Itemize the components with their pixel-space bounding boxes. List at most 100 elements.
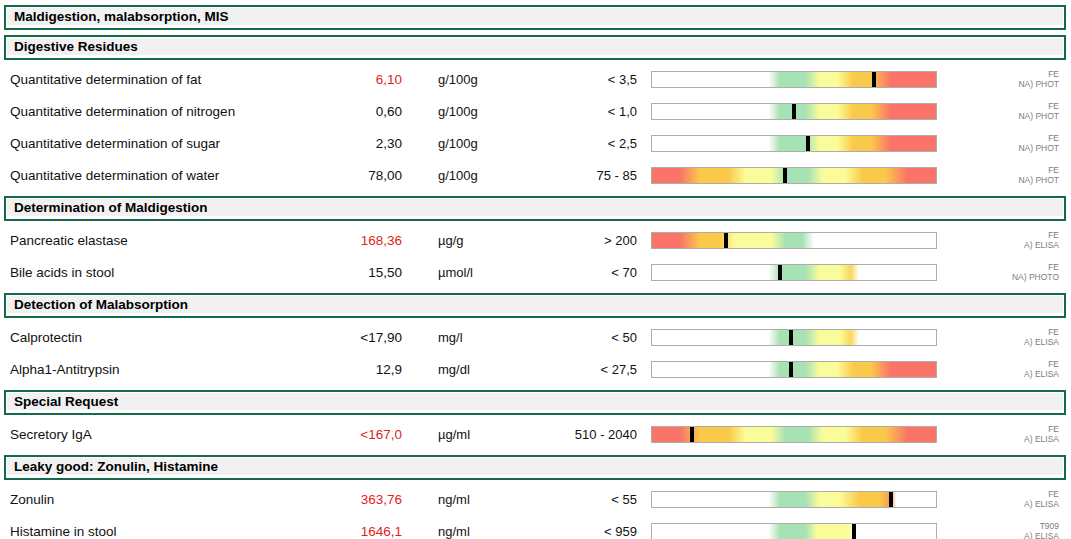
reference-range-bar [651, 329, 937, 346]
section-header-label: Digestive Residues [7, 38, 1063, 55]
method-label: FEA) ELISA [937, 230, 1071, 250]
method-line1: FE [937, 262, 1059, 272]
method-line1: FE [937, 69, 1059, 79]
section-rows: Quantitative determination of fat 6,10 g… [0, 63, 1071, 191]
lab-report-page: Maldigestion, malabsorption, MIS Digesti… [0, 0, 1071, 539]
method-line2: NA) PHOT [937, 143, 1059, 153]
result-unit: µmol/l [438, 265, 522, 280]
method-line2: A) ELISA [937, 499, 1059, 509]
section-header-label: Detection of Malabsorption [7, 296, 1063, 313]
result-row: Quantitative determination of water 78,0… [0, 159, 1071, 191]
result-marker [783, 168, 787, 183]
reference-range-bar [651, 426, 937, 443]
method-line2: NA) PHOT [937, 79, 1059, 89]
section-header-box: Leaky good: Zonulin, Histamine [4, 455, 1066, 480]
result-unit: ng/ml [438, 524, 522, 539]
result-row: Zonulin 363,76 ng/ml < 55 FEA) ELISA [0, 483, 1071, 515]
result-value: 2,30 [340, 136, 402, 151]
section-header-box: Determination of Maldigestion [4, 196, 1066, 221]
reference-range-bar [651, 135, 937, 152]
section-rows: Pancreatic elastase 168,36 µg/g > 200 FE… [0, 224, 1071, 288]
result-unit: ng/ml [438, 492, 522, 507]
reference-range: > 200 [522, 233, 637, 248]
result-value: 168,36 [340, 233, 402, 248]
method-line2: A) ELISA [937, 240, 1059, 250]
analyte-name: Zonulin [0, 492, 340, 507]
result-value: 78,00 [340, 168, 402, 183]
section-header-box: Special Request [4, 390, 1066, 415]
result-value: 15,50 [340, 265, 402, 280]
result-unit: mg/l [438, 330, 522, 345]
analyte-name: Quantitative determination of sugar [0, 136, 340, 151]
section-rows: Zonulin 363,76 ng/ml < 55 FEA) ELISA His… [0, 483, 1071, 539]
reference-range: < 70 [522, 265, 637, 280]
method-line1: FE [937, 359, 1059, 369]
result-row: Alpha1-Antitrypsin 12,9 mg/dl < 27,5 FEA… [0, 353, 1071, 385]
result-value: <17,90 [340, 330, 402, 345]
method-line1: FE [937, 327, 1059, 337]
reference-range-bar [651, 361, 937, 378]
result-value: 6,10 [340, 72, 402, 87]
result-unit: g/100g [438, 168, 522, 183]
analyte-name: Secretory IgA [0, 427, 340, 442]
result-value: <167,0 [340, 427, 402, 442]
reference-range-bar [651, 103, 937, 120]
method-line2: A) ELISA [937, 369, 1059, 379]
reference-range-bar [651, 167, 937, 184]
result-unit: g/100g [438, 104, 522, 119]
result-unit: µg/ml [438, 427, 522, 442]
method-label: FENA) PHOT [937, 165, 1071, 185]
method-label: FEA) ELISA [937, 489, 1071, 509]
method-line1: FE [937, 424, 1059, 434]
result-unit: g/100g [438, 72, 522, 87]
method-label: FENA) PHOTO [937, 262, 1071, 282]
result-row: Secretory IgA <167,0 µg/ml 510 - 2040 FE… [0, 418, 1071, 450]
result-marker [792, 104, 796, 119]
reference-range-bar [651, 232, 937, 249]
analyte-name: Calprotectin [0, 330, 340, 345]
report-title-box: Maldigestion, malabsorption, MIS [4, 5, 1066, 30]
section-header-label: Leaky good: Zonulin, Histamine [7, 458, 1063, 475]
method-line2: NA) PHOT [937, 111, 1059, 121]
result-marker [789, 330, 793, 345]
method-line1: FE [937, 165, 1059, 175]
section-header-label: Special Request [7, 393, 1063, 410]
reference-range-bar [651, 264, 937, 281]
result-value: 1646,1 [340, 524, 402, 539]
reference-range: < 3,5 [522, 72, 637, 87]
method-label: T909A) ELISA [937, 521, 1071, 539]
reference-range: < 27,5 [522, 362, 637, 377]
method-label: FEA) ELISA [937, 327, 1071, 347]
result-marker [806, 136, 810, 151]
analyte-name: Pancreatic elastase [0, 233, 340, 248]
reference-range: < 959 [522, 524, 637, 539]
result-row: Calprotectin <17,90 mg/l < 50 FEA) ELISA [0, 321, 1071, 353]
method-line2: A) ELISA [937, 531, 1059, 539]
result-row: Quantitative determination of fat 6,10 g… [0, 63, 1071, 95]
method-line2: NA) PHOTO [937, 272, 1059, 282]
reference-range-bar [651, 71, 937, 88]
method-line2: NA) PHOT [937, 175, 1059, 185]
analyte-name: Alpha1-Antitrypsin [0, 362, 340, 377]
analyte-name: Quantitative determination of nitrogen [0, 104, 340, 119]
method-line1: T909 [937, 521, 1059, 531]
report-title: Maldigestion, malabsorption, MIS [7, 8, 1063, 25]
result-value: 363,76 [340, 492, 402, 507]
method-line1: FE [937, 101, 1059, 111]
result-row: Quantitative determination of nitrogen 0… [0, 95, 1071, 127]
method-line2: A) ELISA [937, 434, 1059, 444]
result-row: Bile acids in stool 15,50 µmol/l < 70 FE… [0, 256, 1071, 288]
analyte-name: Histamine in stool [0, 524, 340, 539]
reference-range: < 50 [522, 330, 637, 345]
result-marker [889, 492, 893, 507]
section-header-box: Digestive Residues [4, 35, 1066, 60]
method-label: FENA) PHOT [937, 133, 1071, 153]
result-unit: µg/g [438, 233, 522, 248]
reference-range: < 2,5 [522, 136, 637, 151]
result-marker [872, 72, 876, 87]
method-label: FEA) ELISA [937, 424, 1071, 444]
reference-range: < 1,0 [522, 104, 637, 119]
result-value: 12,9 [340, 362, 402, 377]
reference-range-bar [651, 523, 937, 539]
method-line1: FE [937, 489, 1059, 499]
